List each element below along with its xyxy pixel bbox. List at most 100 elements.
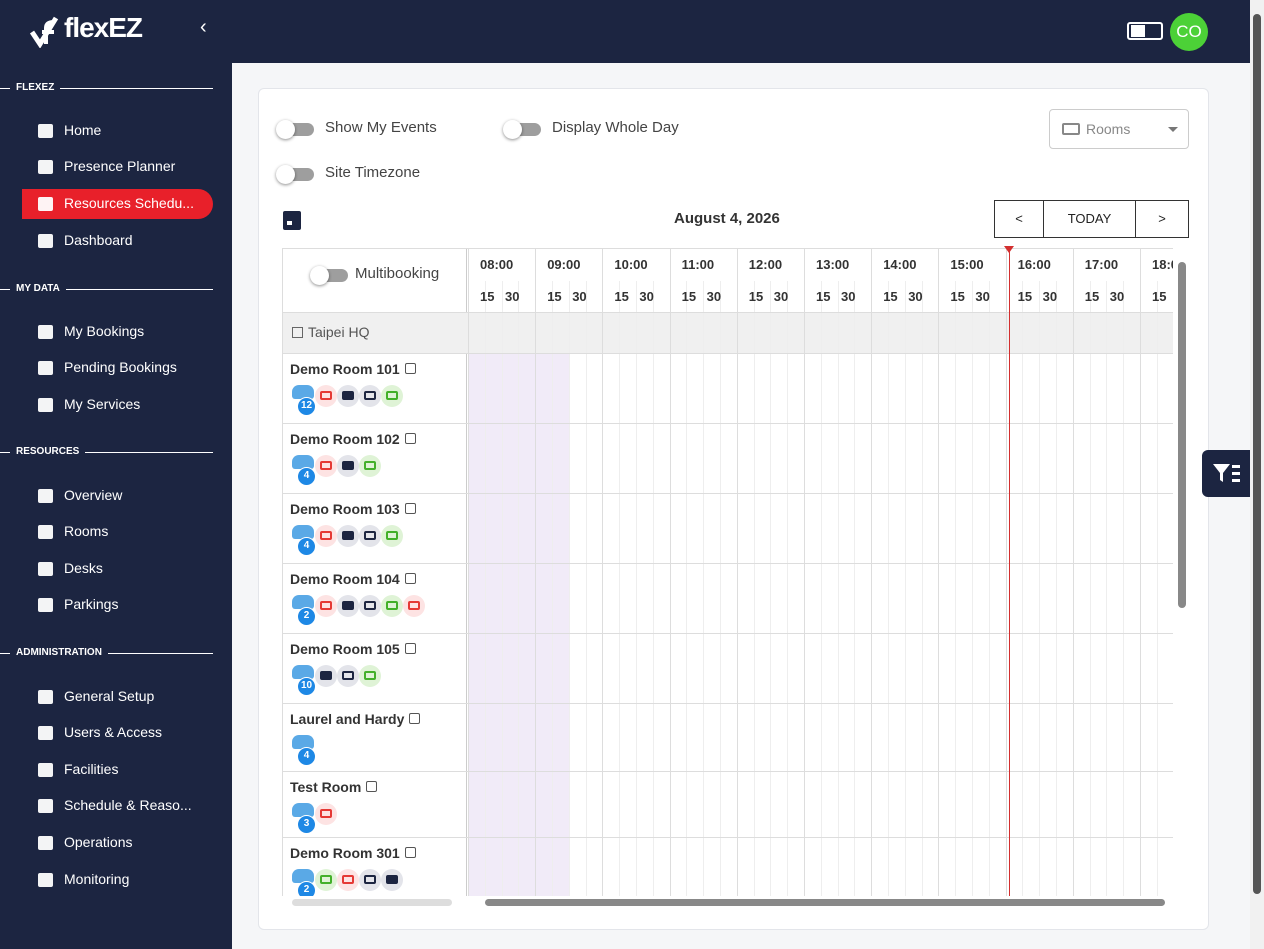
active-pill <box>22 189 213 219</box>
hour-line <box>468 249 469 896</box>
label-hscroll-thumb[interactable] <box>292 899 452 906</box>
nav-icon <box>38 598 53 612</box>
quarter-label: 15 <box>748 289 764 304</box>
avatar[interactable]: CO <box>1170 13 1208 51</box>
external-link-icon[interactable] <box>366 781 378 792</box>
nav-item[interactable]: Home <box>64 122 102 138</box>
nav-item[interactable]: Facilities <box>64 761 119 777</box>
quarter-line <box>888 281 889 896</box>
nav-icon <box>38 160 53 174</box>
grid-hscroll-thumb[interactable] <box>485 899 1165 906</box>
multibooking-knob <box>310 266 329 285</box>
hour-line <box>602 249 604 896</box>
external-link-icon[interactable] <box>409 713 421 724</box>
row-line <box>283 353 1173 354</box>
nav-item[interactable]: My Services <box>64 396 141 412</box>
resource-select[interactable]: Rooms <box>1049 109 1189 149</box>
nav-button[interactable]: > <box>1136 200 1189 238</box>
nav-item[interactable]: Parkings <box>64 596 119 612</box>
amenity-icon <box>315 869 337 891</box>
dark-mode-toggle[interactable] <box>1094 20 1114 42</box>
capacity-icon <box>292 525 314 539</box>
nav-item[interactable]: Monitoring <box>64 871 130 887</box>
quarter-label: 30 <box>1109 289 1125 304</box>
amenity-icon <box>403 595 425 617</box>
hour-line <box>1005 249 1007 896</box>
room-name[interactable]: Laurel and Hardy <box>290 711 405 727</box>
top-bar <box>0 0 1250 63</box>
amenity-glyph <box>408 601 420 610</box>
amenity-icon <box>315 595 337 617</box>
section-title: RESOURCES <box>16 446 80 457</box>
room-name[interactable]: Demo Room 105 <box>290 641 400 657</box>
amenity-glyph <box>386 875 398 884</box>
multibooking-label: Multibooking <box>355 265 440 282</box>
amenity-glyph <box>364 461 376 470</box>
amenity-icon <box>359 869 381 891</box>
nav-item[interactable]: Dashboard <box>64 232 133 248</box>
nav-icon <box>38 799 53 813</box>
section-rule <box>0 452 10 453</box>
group-collapse[interactable] <box>292 327 303 338</box>
nav-item[interactable]: Schedule & Reaso... <box>64 797 192 813</box>
nav-item[interactable]: Presence Planner <box>64 158 176 174</box>
nav-item[interactable]: Rooms <box>64 523 109 539</box>
toggle-label: Site Timezone <box>325 164 421 181</box>
amenity-glyph <box>386 531 398 540</box>
row-line <box>283 563 1173 564</box>
nav-item[interactable]: General Setup <box>64 688 155 704</box>
room-name[interactable]: Demo Room 104 <box>290 571 400 587</box>
amenity-icon <box>359 455 381 477</box>
capacity-badge: 12 <box>297 397 316 416</box>
external-link-icon[interactable] <box>404 643 416 654</box>
quarter-line <box>921 281 923 896</box>
section-rule <box>60 88 213 89</box>
external-link-icon[interactable] <box>404 847 416 858</box>
external-link-icon[interactable] <box>404 363 416 374</box>
external-link-icon[interactable] <box>404 503 416 514</box>
nav-item[interactable]: My Bookings <box>64 323 145 339</box>
select-arrow <box>1168 127 1178 132</box>
hour-label: 18:00 <box>1152 257 1173 272</box>
quarter-label: 30 <box>1042 289 1058 304</box>
quarter-line <box>972 281 973 896</box>
quarter-line <box>787 281 789 896</box>
language-button[interactable] <box>1127 22 1163 40</box>
nav-item[interactable]: Desks <box>64 560 103 576</box>
room-name[interactable]: Demo Room 103 <box>290 501 400 517</box>
amenity-glyph <box>320 671 332 680</box>
filter-button[interactable] <box>1202 450 1250 497</box>
external-link-icon[interactable] <box>404 573 416 584</box>
room-name[interactable]: Demo Room 101 <box>290 361 400 377</box>
section-rule <box>0 653 10 654</box>
hour-label: 12:00 <box>748 257 783 272</box>
nav-button[interactable]: TODAY <box>1044 200 1136 238</box>
room-name[interactable]: Demo Room 102 <box>290 431 400 447</box>
nav-item[interactable]: Overview <box>64 487 123 503</box>
nav-item[interactable]: Resources Schedu... <box>64 195 194 211</box>
calendar-slot <box>287 221 292 225</box>
nav-item[interactable]: Pending Bookings <box>64 359 177 375</box>
amenity-icon <box>315 525 337 547</box>
nav-item[interactable]: Users & Access <box>64 724 163 740</box>
room-name[interactable]: Test Room <box>290 779 362 795</box>
hour-line <box>871 249 873 896</box>
nav-button[interactable]: < <box>994 200 1044 238</box>
section-rule <box>0 88 10 89</box>
amenity-icon <box>337 595 359 617</box>
amenity-icon <box>381 385 403 407</box>
quarter-label: 15 <box>1084 289 1100 304</box>
collapse-button[interactable]: ‹ <box>200 16 207 38</box>
amenity-icon <box>337 525 359 547</box>
capacity-badge: 4 <box>297 747 316 766</box>
group-label: Taipei HQ <box>308 324 370 340</box>
quarter-line <box>1039 281 1041 896</box>
grid-vscroll-thumb[interactable] <box>1178 262 1186 608</box>
toggle-label: Display Whole Day <box>552 119 679 136</box>
quarter-line <box>955 281 957 896</box>
room-name[interactable]: Demo Room 301 <box>290 845 400 861</box>
nav-item[interactable]: Operations <box>64 834 133 850</box>
external-link-icon[interactable] <box>404 433 416 444</box>
quarter-line <box>585 281 587 896</box>
quarter-line <box>1089 281 1091 896</box>
